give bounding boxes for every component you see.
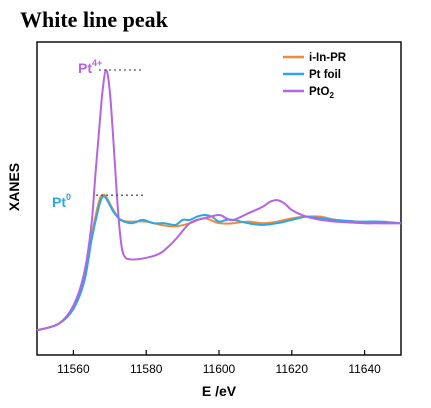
annotation-layer: Pt4+Pt0 [52, 58, 102, 210]
legend-label-0: i-In-PR [309, 52, 347, 64]
annotation-base-1: Pt [52, 194, 66, 210]
legend-label-1: Pt foil [309, 69, 341, 81]
annotation-superscript-1: 0 [66, 192, 71, 202]
series-line-2 [36, 69, 401, 332]
series-layer [36, 69, 402, 332]
annotation-guides [96, 69, 146, 196]
annotation-label-1: Pt0 [52, 192, 71, 210]
plot-frame [36, 41, 402, 356]
x-tick-label-4: 11640 [348, 362, 381, 376]
annotation-base-0: Pt [78, 60, 92, 76]
x-axis-ticks: 11560 11580 11600 11620 11640 [57, 350, 381, 376]
series-line-1 [36, 195, 402, 332]
y-axis-label: XANES [6, 163, 22, 211]
annotation-label-0: Pt4+ [78, 58, 102, 76]
x-tick-label-1: 11580 [130, 362, 163, 376]
chart-title: White line peak [20, 7, 169, 32]
x-tick-label-0: 11560 [57, 362, 90, 376]
annotation-superscript-0: 4+ [92, 58, 102, 68]
x-tick-label-3: 11620 [276, 362, 309, 376]
x-axis-label: E /eV [202, 383, 237, 399]
legend-label-2: PtO2 [309, 86, 334, 100]
x-tick-label-2: 11600 [203, 362, 236, 376]
legend: i-In-PR Pt foil PtO2 [283, 52, 347, 100]
